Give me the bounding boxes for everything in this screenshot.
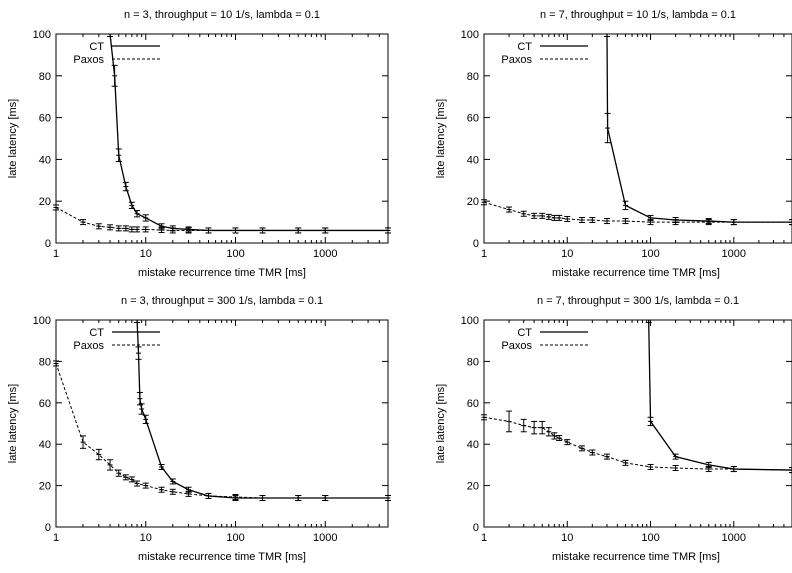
y-tick-label: 80	[467, 71, 479, 83]
y-tick-label: 100	[461, 29, 479, 41]
series-ct	[134, 319, 391, 502]
x-tick-label: 1000	[313, 248, 337, 260]
y-tick-label: 0	[473, 238, 479, 250]
y-tick-label: 100	[461, 315, 479, 327]
x-tick-label: 10	[140, 532, 152, 544]
legend-label-paxos: Paxos	[501, 54, 532, 66]
series-line-ct	[606, 33, 792, 223]
y-tick-label: 20	[467, 481, 479, 493]
series-paxos	[481, 199, 792, 226]
series-ct	[645, 319, 792, 474]
y-tick-label: 100	[33, 29, 51, 41]
plot-frame	[55, 33, 389, 244]
y-tick-label: 100	[33, 315, 51, 327]
series-line-ct	[136, 319, 388, 499]
y-tick-label: 0	[473, 522, 479, 534]
y-tick-label: 40	[467, 154, 479, 166]
series-paxos	[481, 410, 792, 474]
x-tick-label: 1	[53, 532, 59, 544]
chart-title: n = 7, throughput = 300 1/s, lambda = 0.…	[537, 295, 739, 307]
x-tick-label: 100	[226, 532, 244, 544]
chart-panel-1: n = 3, throughput = 10 1/s, lambda = 0.1…	[7, 9, 391, 279]
y-tick-label: 40	[39, 154, 51, 166]
x-axis-label: mistake recurrence time TMR [ms]	[552, 551, 720, 563]
y-tick-label: 60	[39, 398, 51, 410]
y-tick-label: 60	[39, 113, 51, 125]
x-tick-label: 1000	[722, 532, 746, 544]
y-axis-label: late latency [ms]	[435, 99, 447, 178]
series-line-paxos	[55, 363, 388, 499]
y-tick-label: 20	[467, 196, 479, 208]
legend-label-ct: CT	[89, 327, 104, 339]
series-ct	[107, 33, 391, 234]
x-tick-label: 1000	[722, 248, 746, 260]
x-axis-label: mistake recurrence time TMR [ms]	[138, 267, 306, 279]
chart-panel-4: n = 7, throughput = 300 1/s, lambda = 0.…	[435, 295, 792, 563]
y-tick-label: 80	[467, 356, 479, 368]
legend-label-ct: CT	[517, 327, 532, 339]
x-tick-label: 1000	[313, 532, 337, 544]
legend-label-ct: CT	[517, 41, 532, 53]
series-line-paxos	[55, 207, 388, 231]
x-axis-label: mistake recurrence time TMR [ms]	[138, 551, 306, 563]
legend-label-paxos: Paxos	[73, 54, 104, 66]
x-tick-label: 100	[226, 248, 244, 260]
y-tick-label: 80	[39, 356, 51, 368]
chart-title: n = 3, throughput = 300 1/s, lambda = 0.…	[121, 295, 323, 307]
series-paxos	[53, 360, 391, 502]
y-axis-label: late latency [ms]	[7, 384, 19, 463]
y-tick-label: 40	[467, 439, 479, 451]
plot-frame	[55, 319, 389, 528]
x-tick-label: 10	[561, 248, 573, 260]
chart-panel-2: n = 7, throughput = 10 1/s, lambda = 0.1…	[435, 9, 792, 279]
y-tick-label: 20	[39, 196, 51, 208]
y-tick-label: 0	[45, 522, 51, 534]
x-tick-label: 1	[53, 248, 59, 260]
y-tick-label: 0	[45, 238, 51, 250]
chart-title: n = 7, throughput = 10 1/s, lambda = 0.1	[540, 9, 736, 21]
y-tick-label: 60	[467, 113, 479, 125]
y-axis-label: late latency [ms]	[7, 99, 19, 178]
y-tick-label: 60	[467, 398, 479, 410]
series-ct	[603, 33, 792, 226]
x-tick-label: 1	[481, 532, 487, 544]
series-paxos	[53, 204, 391, 234]
series-line-ct	[109, 33, 388, 232]
y-axis-label: late latency [ms]	[435, 384, 447, 463]
x-tick-label: 10	[561, 532, 573, 544]
chart-title: n = 3, throughput = 10 1/s, lambda = 0.1	[124, 9, 320, 21]
x-tick-label: 100	[641, 248, 659, 260]
y-tick-label: 80	[39, 71, 51, 83]
legend-label-paxos: Paxos	[73, 340, 104, 352]
legend-label-ct: CT	[89, 41, 104, 53]
legend-label-paxos: Paxos	[501, 340, 532, 352]
chart-panel-3: n = 3, throughput = 300 1/s, lambda = 0.…	[7, 295, 391, 563]
x-tick-label: 1	[481, 248, 487, 260]
series-line-paxos	[483, 416, 792, 471]
y-tick-label: 40	[39, 439, 51, 451]
x-axis-label: mistake recurrence time TMR [ms]	[552, 267, 720, 279]
x-tick-label: 10	[140, 248, 152, 260]
x-tick-label: 100	[641, 532, 659, 544]
series-line-ct	[648, 319, 792, 471]
y-tick-label: 20	[39, 481, 51, 493]
